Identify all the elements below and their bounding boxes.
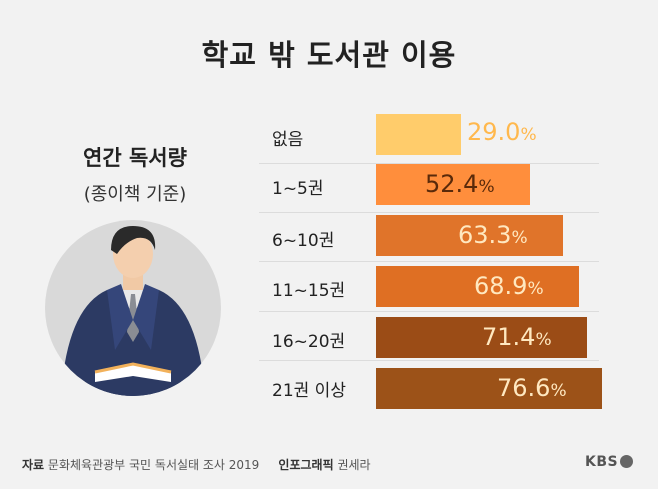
row-divider xyxy=(259,261,599,262)
bar xyxy=(376,266,579,307)
row-divider xyxy=(259,163,599,164)
bar xyxy=(376,368,602,409)
student-reading-illustration xyxy=(45,220,221,396)
value-label: 29.0% xyxy=(467,118,537,146)
category-label: 없음 xyxy=(272,130,304,150)
subtitle-line2: (종이책 기준) xyxy=(83,184,187,205)
bar xyxy=(376,164,530,205)
source-text: 문화체육관광부 국민 독서실태 조사 2019 xyxy=(47,458,260,472)
subtitle-line1: 연간 독서량 xyxy=(83,146,187,170)
category-label: 16~20권 xyxy=(272,332,346,352)
category-label: 21권 이상 xyxy=(272,381,346,401)
row-divider xyxy=(259,360,599,361)
value-label: 52.4% xyxy=(425,170,495,198)
category-label: 11~15권 xyxy=(272,281,346,301)
category-label: 6~10권 xyxy=(272,231,335,251)
source-label: 자료 xyxy=(22,458,45,472)
credit-label: 인포그래픽 xyxy=(278,458,334,472)
chart-subtitle: 연간 독서량 (종이책 기준) xyxy=(40,142,230,206)
row-divider xyxy=(259,212,599,213)
bar xyxy=(376,114,461,155)
row-divider xyxy=(259,311,599,312)
value-label: 71.4% xyxy=(482,323,552,351)
bar xyxy=(376,317,587,358)
value-label: 68.9% xyxy=(474,272,544,300)
value-label: 63.3% xyxy=(458,221,528,249)
chart-title: 학교 밖 도서관 이용 xyxy=(201,38,457,72)
category-label: 1~5권 xyxy=(272,179,324,199)
credit-name: 권세라 xyxy=(337,458,371,472)
bar xyxy=(376,215,563,256)
value-label: 76.6% xyxy=(497,374,567,402)
kbs-logo: KBS xyxy=(585,454,634,470)
source-footer: 자료 문화체육관광부 국민 독서실태 조사 2019 인포그래픽 권세라 xyxy=(22,456,371,473)
